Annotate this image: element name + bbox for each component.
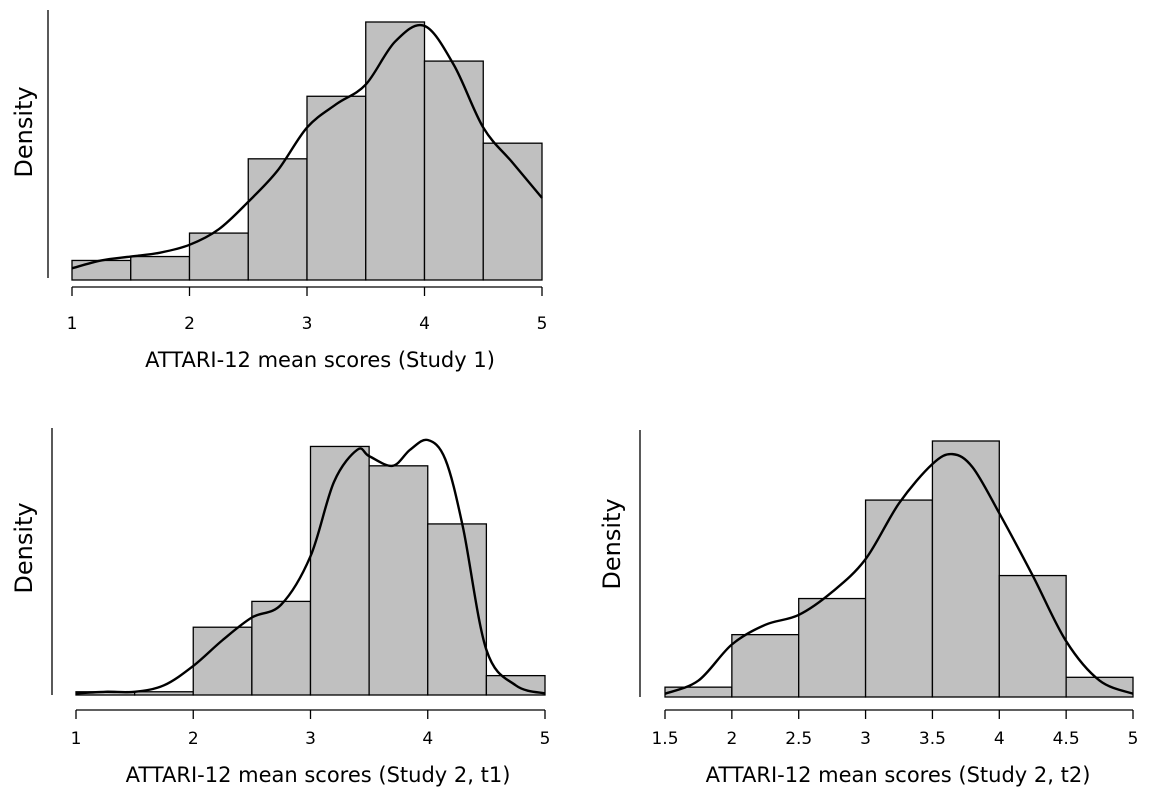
histogram-bar [731,633,800,698]
panel-study-1: Density ATTARI-12 mean scores (Study 1) … [10,10,547,372]
histogram-bar [798,597,867,698]
panel-3-y-axis-title: Density [598,498,626,589]
panel-2-y-axis-title: Density [10,502,38,593]
histogram-bar [931,440,1000,698]
x-tick-label: 2.5 [785,729,812,749]
histogram-bar [998,574,1067,698]
x-tick-label: 2 [184,314,195,334]
panel-1-x-axis-title: ATTARI-12 mean scores (Study 1) [145,348,495,372]
panel-2-x-axis-title: ATTARI-12 mean scores (Study 2, t1) [126,763,511,787]
histogram-bar [864,499,934,698]
histogram-bar [251,600,312,696]
density-curve [664,452,1134,695]
x-tick-label: 3.5 [919,729,946,749]
density-curve [75,438,546,695]
histogram-bar [368,465,429,696]
x-tick-label: 5 [537,314,548,334]
histogram-bar [133,691,194,696]
panel-study-2-t2: Density ATTARI-12 mean scores (Study 2, … [598,430,1138,787]
x-tick-label: 5 [1128,729,1139,749]
histogram-bar [309,445,370,696]
x-tick-label: 2 [726,729,737,749]
x-tick-label: 1 [71,729,82,749]
histogram-bar [423,60,484,281]
x-tick-label: 3 [302,314,313,334]
x-tick-label: 4 [422,729,433,749]
x-tick-label: 1.5 [651,729,678,749]
x-tick-label: 3 [860,729,871,749]
x-tick-label: 2 [188,729,199,749]
panel-1-y-axis-title: Density [10,86,38,177]
x-tick-label: 4.5 [1053,729,1080,749]
panel-3-x-axis-title: ATTARI-12 mean scores (Study 2, t2) [706,763,1091,787]
histogram-bar [482,142,543,281]
histogram-bar [365,21,426,281]
x-tick-label: 5 [540,729,551,749]
histogram-bar [130,255,191,281]
histogram-bar [192,626,253,696]
histogram-bar [247,158,308,281]
x-tick-label: 4 [419,314,430,334]
x-tick-label: 4 [994,729,1005,749]
histogram-bar [664,686,733,698]
density-curve [71,23,543,270]
histogram-bar [306,95,367,281]
histogram-bar [71,259,132,281]
panel-study-2-t1: Density ATTARI-12 mean scores (Study 2, … [10,428,550,787]
x-tick-label: 3 [305,729,316,749]
histogram-bar [1065,676,1134,698]
x-tick-label: 1 [67,314,78,334]
